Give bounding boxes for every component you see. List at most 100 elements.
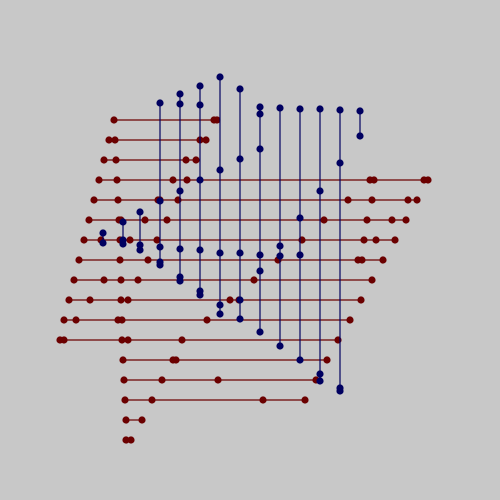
horizontal-segment xyxy=(65,296,365,304)
vertical-point xyxy=(136,208,144,216)
horizontal-point xyxy=(100,276,108,284)
horizontal-point xyxy=(80,236,88,244)
horizontal-point xyxy=(119,356,127,364)
vertical-point xyxy=(356,107,364,115)
horizontal-point xyxy=(213,116,221,124)
vertical-segment xyxy=(236,85,244,323)
vertical-point xyxy=(296,105,304,113)
vertical-point xyxy=(236,155,244,163)
vertical-point xyxy=(316,105,324,113)
horizontal-point xyxy=(118,316,126,324)
horizontal-point xyxy=(117,276,125,284)
horizontal-point xyxy=(122,436,130,444)
vertical-point xyxy=(236,315,244,323)
vertical-point xyxy=(176,245,184,253)
vertical-segment xyxy=(216,73,224,318)
horizontal-point xyxy=(134,276,142,284)
vertical-point xyxy=(356,132,364,140)
vertical-point xyxy=(99,239,107,247)
horizontal-point xyxy=(424,176,432,184)
horizontal-point xyxy=(158,376,166,384)
horizontal-point xyxy=(388,216,396,224)
horizontal-point xyxy=(357,296,365,304)
vertical-point xyxy=(256,145,264,153)
horizontal-point xyxy=(65,296,73,304)
horizontal-point xyxy=(183,176,191,184)
vertical-segment xyxy=(276,104,284,350)
vertical-segments xyxy=(99,73,364,395)
horizontal-point xyxy=(118,336,126,344)
horizontal-point xyxy=(60,316,68,324)
vertical-point xyxy=(156,261,164,269)
vertical-point xyxy=(176,100,184,108)
vertical-segment xyxy=(136,208,144,254)
vertical-segment xyxy=(316,105,324,385)
horizontal-point xyxy=(368,196,376,204)
horizontal-point xyxy=(182,156,190,164)
horizontal-point xyxy=(203,316,211,324)
vertical-segment xyxy=(99,229,107,247)
horizontal-segment xyxy=(100,156,200,164)
horizontal-point xyxy=(85,216,93,224)
vertical-point xyxy=(296,251,304,259)
vertical-point xyxy=(296,214,304,222)
horizontal-point xyxy=(117,296,125,304)
horizontal-point xyxy=(113,176,121,184)
horizontal-point xyxy=(122,416,130,424)
horizontal-segment xyxy=(119,356,331,364)
vertical-point xyxy=(216,310,224,318)
vertical-point xyxy=(276,252,284,260)
vertical-point xyxy=(256,110,264,118)
vertical-point xyxy=(236,249,244,257)
vertical-point xyxy=(119,218,127,226)
horizontal-point xyxy=(124,296,132,304)
vertical-point xyxy=(296,356,304,364)
vertical-point xyxy=(136,246,144,254)
vertical-segment xyxy=(296,105,304,364)
horizontal-point xyxy=(110,116,118,124)
vertical-point xyxy=(316,370,324,378)
horizontal-point xyxy=(138,416,146,424)
horizontal-point xyxy=(124,336,132,344)
horizontal-segments xyxy=(56,116,432,444)
horizontal-segment xyxy=(120,376,320,384)
horizontal-point xyxy=(192,156,200,164)
horizontal-point xyxy=(214,376,222,384)
vertical-point xyxy=(236,85,244,93)
horizontal-point xyxy=(144,256,152,264)
horizontal-point xyxy=(75,256,83,264)
horizontal-point xyxy=(358,256,366,264)
horizontal-point xyxy=(95,176,103,184)
vertical-point xyxy=(119,240,127,248)
vertical-point xyxy=(196,82,204,90)
horizontal-point xyxy=(346,316,354,324)
horizontal-point xyxy=(368,276,376,284)
vertical-segment xyxy=(356,107,364,140)
horizontal-point xyxy=(114,196,122,204)
horizontal-point xyxy=(202,136,210,144)
vertical-point xyxy=(196,291,204,299)
horizontal-point xyxy=(116,256,124,264)
horizontal-segment xyxy=(70,276,376,284)
vertical-point xyxy=(216,166,224,174)
vertical-point xyxy=(276,242,284,250)
horizontal-point xyxy=(172,356,180,364)
horizontal-segment xyxy=(122,416,146,424)
vertical-point xyxy=(99,229,107,237)
vertical-point xyxy=(216,249,224,257)
vertical-point xyxy=(156,99,164,107)
horizontal-point xyxy=(344,196,352,204)
horizontal-point xyxy=(402,216,410,224)
vertical-point xyxy=(236,296,244,304)
horizontal-point xyxy=(169,176,177,184)
vertical-point xyxy=(196,101,204,109)
horizontal-point xyxy=(363,216,371,224)
vertical-segment xyxy=(196,82,204,299)
horizontal-point xyxy=(148,396,156,404)
horizontal-point xyxy=(121,396,129,404)
horizontal-point xyxy=(372,236,380,244)
vertical-point xyxy=(256,328,264,336)
horizontal-point xyxy=(127,436,135,444)
